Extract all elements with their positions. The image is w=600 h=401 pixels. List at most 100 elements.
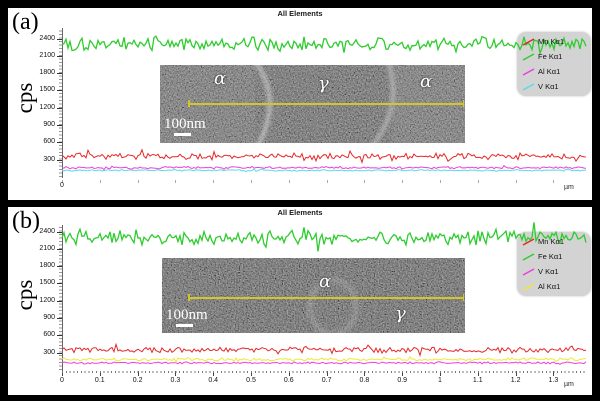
y-tick-label: 300 [43, 155, 55, 163]
legend-line-sample [522, 267, 535, 276]
x-tick-label: 0.2 [132, 377, 143, 384]
x-tick-label: 1 [438, 377, 442, 384]
scan-line [188, 100, 464, 107]
legend-line-sample [522, 82, 535, 91]
phase-label-alpha: α [319, 271, 332, 292]
series-Fe Kα1 [61, 222, 587, 252]
y-axis-label: cps [12, 279, 37, 311]
legend-entry-label: Al Kα1 [538, 282, 561, 291]
x-tick-label: 0.8 [359, 377, 370, 384]
y-axis-line [62, 225, 63, 371]
x-tick-label: 0 [60, 377, 64, 384]
x-tick-label: 1.1 [472, 377, 483, 384]
x-tick [326, 371, 328, 376]
legend-entry: Fe Kα1 [517, 249, 591, 264]
x-tick [326, 180, 328, 183]
legend-entry-label: V Kα1 [538, 267, 559, 276]
y-tick-label: 1800 [39, 69, 55, 77]
legend-entry: Mn Kα1 [517, 234, 591, 249]
axes: 300 600 900 1200 1500 1800 2100 2400 0 [8, 8, 592, 200]
scale-bar [176, 324, 193, 327]
x-axis-unit: µm [564, 184, 574, 191]
axes: 300 600 900 1200 1500 1800 2100 2400 0 0.1 0.2 0.3 0… [8, 207, 592, 395]
x-tick [99, 180, 101, 183]
x-tick [477, 371, 479, 376]
legend-entry-label: Fe Kα1 [538, 52, 563, 61]
panel-label-b: (b) [12, 208, 40, 234]
x-tick [175, 180, 177, 183]
y-tick-label: 2100 [39, 244, 55, 252]
x-tick [175, 371, 177, 376]
legend-line-sample [522, 252, 535, 261]
x-tick-label: 0.4 [208, 377, 219, 384]
x-tick [477, 180, 479, 183]
y-tick [57, 266, 62, 268]
scale-bar [174, 133, 191, 136]
x-tick [62, 371, 63, 376]
y-tick [57, 107, 62, 109]
x-tick-label: 1.3 [548, 377, 559, 384]
x-tick [137, 371, 139, 376]
legend-entry: Mn Kα1 [517, 34, 591, 49]
x-tick [62, 180, 63, 183]
x-tick [251, 180, 252, 183]
x-tick [364, 371, 366, 376]
legend-entry: Fe Kα1 [517, 49, 591, 64]
y-tick [57, 352, 62, 354]
sem-inset: α γ 100nm [162, 258, 465, 333]
y-tick-label: 900 [43, 121, 55, 129]
chart-title: All Elements [277, 208, 323, 217]
y-tick [57, 231, 62, 233]
phase-boundary [370, 65, 396, 143]
phase-label-alpha: α [420, 71, 433, 92]
legend-line-sample [522, 67, 535, 76]
y-tick [57, 38, 62, 40]
y-axis-line [62, 28, 63, 178]
y-minor-ticks [59, 225, 62, 370]
phase-label-gamma: γ [395, 303, 406, 324]
x-tick [99, 371, 101, 376]
x-tick-label: 0.9 [397, 377, 408, 384]
x-tick [440, 180, 441, 183]
x-axis-unit: µm [564, 381, 574, 388]
y-tick [57, 142, 62, 144]
y-minor-ticks [59, 28, 62, 177]
legend-line-sample [522, 52, 535, 61]
y-tick-label: 2400 [39, 227, 55, 235]
legend-entry-label: Mn Kα1 [538, 37, 565, 46]
x-tick [288, 371, 290, 376]
y-tick-label: 900 [43, 314, 55, 322]
legend-line-sample [522, 237, 535, 246]
phase-boundary [254, 65, 273, 143]
y-tick [57, 73, 62, 75]
x-tick [137, 180, 139, 183]
scalebar-label: 100nm [164, 116, 206, 132]
panel-b: All Elements (b) cps µm 300 600 900 1200 150… [8, 207, 592, 395]
y-tick [57, 283, 62, 285]
series-Mn Kα1 [61, 342, 587, 357]
y-tick [57, 248, 62, 250]
y-tick-label: 600 [43, 138, 55, 146]
legend-entry: V Kα1 [517, 79, 591, 94]
legend-entry-label: Fe Kα1 [538, 252, 563, 261]
legend-entry-label: Mn Kα1 [538, 237, 565, 246]
y-tick [57, 55, 62, 57]
x-tick-label: 0 [60, 182, 64, 189]
series-Al Kα1 [61, 164, 587, 171]
x-tick [402, 371, 404, 376]
particle-boundary [308, 278, 358, 333]
scalebar-label: 100nm [166, 307, 208, 323]
x-tick [288, 180, 290, 183]
phase-label-gamma: γ [318, 73, 329, 94]
x-tick [553, 371, 555, 376]
y-axis-label: cps [12, 82, 37, 114]
legend-entry: Al Kα1 [517, 64, 591, 79]
y-tick-label: 1800 [39, 262, 55, 270]
x-tick [515, 180, 517, 183]
x-tick-label: 0.7 [321, 377, 332, 384]
x-tick [402, 180, 404, 183]
y-tick-label: 1500 [39, 86, 55, 94]
series-V Kα1 [61, 361, 587, 365]
x-tick [515, 371, 517, 376]
